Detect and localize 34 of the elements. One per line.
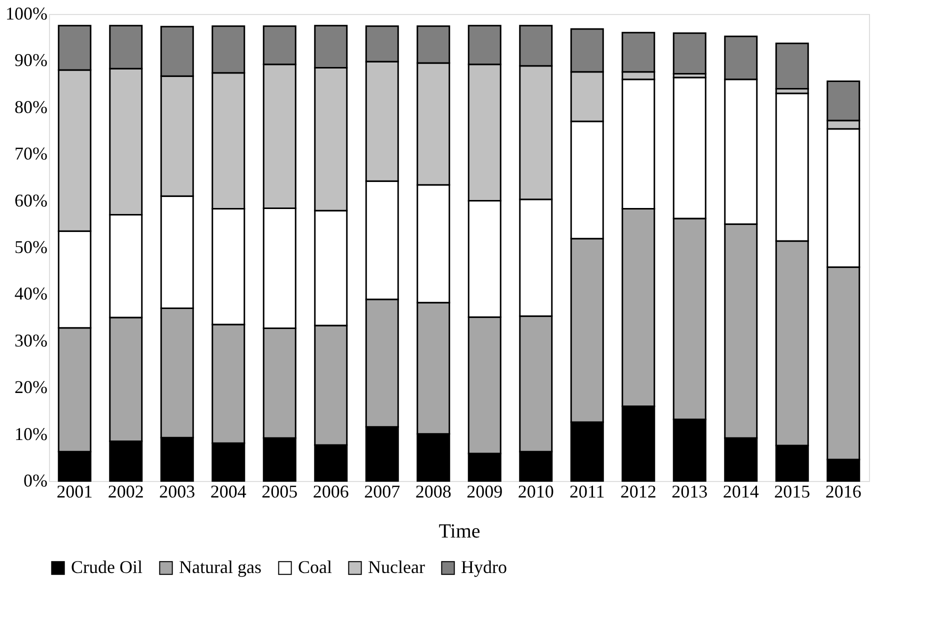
- x-tick-label: 2006: [312, 482, 349, 502]
- x-tick-label: 2008: [415, 482, 452, 502]
- x-tick-label: 2010: [518, 482, 554, 502]
- y-tick-label: 100%: [6, 4, 48, 24]
- y-tick-label: 0%: [24, 470, 48, 490]
- x-tick-label: 2015: [774, 482, 810, 502]
- y-tick-label: 20%: [14, 377, 48, 398]
- y-tick-label: 70%: [14, 144, 48, 164]
- x-tick-label: 2001: [56, 482, 93, 502]
- x-tick-label: 2009: [466, 482, 503, 502]
- y-tick-label: 50%: [14, 237, 48, 257]
- x-tick-label: 2003: [159, 482, 196, 502]
- x-tick-label: 2012: [620, 482, 656, 502]
- legend-label: Coal: [298, 557, 332, 577]
- x-tick-label: 2005: [262, 482, 298, 502]
- y-tick-label: 30%: [14, 330, 48, 350]
- x-tick-label: 2014: [722, 482, 759, 502]
- x-tick-label: 2007: [364, 482, 400, 502]
- legend-label: Crude Oil: [71, 557, 142, 577]
- x-axis-title: Time: [438, 520, 480, 542]
- x-tick-label: 2004: [210, 482, 246, 502]
- legend-label: Nuclear: [368, 557, 425, 577]
- y-tick-label: 90%: [14, 50, 48, 70]
- x-tick-label: 2016: [825, 482, 862, 502]
- legend-label: Hydro: [461, 557, 507, 577]
- bar: [672, 32, 706, 75]
- y-tick-label: 10%: [14, 424, 48, 444]
- legend-label: Natural gas: [179, 557, 262, 577]
- y-tick-label: 40%: [14, 284, 48, 304]
- x-tick-label: 2013: [672, 482, 708, 502]
- y-tick-label: 80%: [14, 96, 48, 117]
- y-tick-label: 60%: [14, 190, 48, 210]
- x-tick-label: 2002: [108, 482, 144, 502]
- x-tick-label: 2011: [569, 482, 605, 502]
